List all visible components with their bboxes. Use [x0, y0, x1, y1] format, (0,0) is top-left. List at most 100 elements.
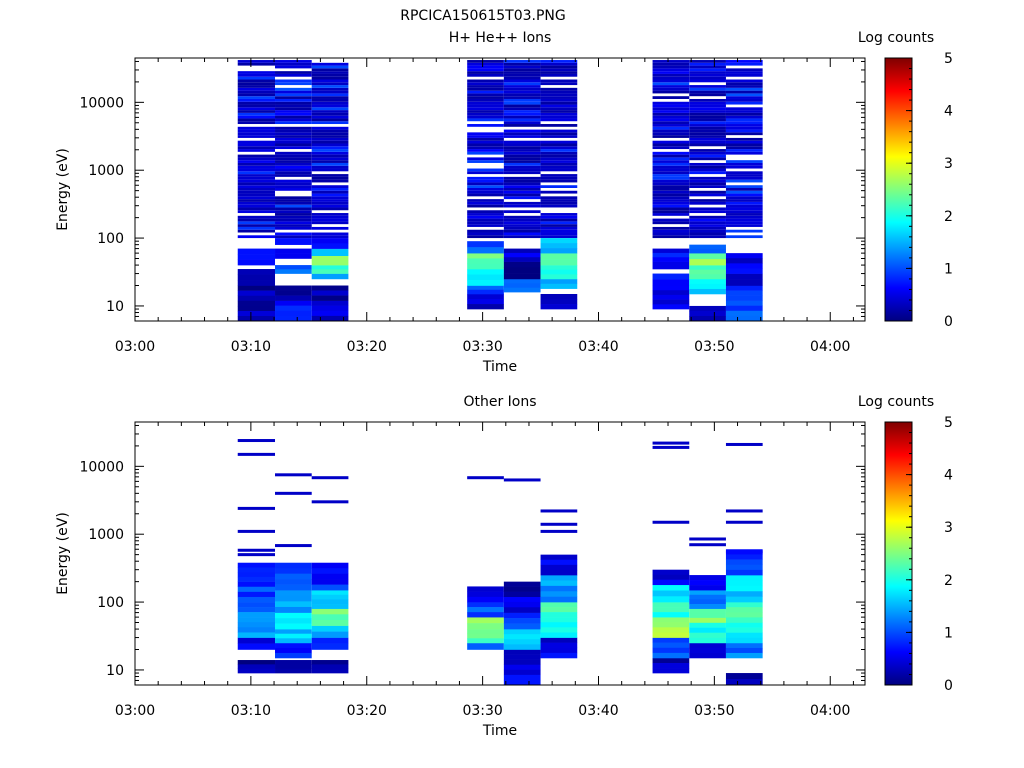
heat-cell: [540, 143, 578, 147]
heat-cell: [503, 257, 541, 262]
heat-cell: [275, 207, 312, 211]
heat-cell: [689, 642, 726, 649]
heat-line: [725, 442, 763, 446]
heat-cell: [689, 248, 726, 254]
heat-cell: [275, 132, 312, 136]
heat-cell: [275, 633, 312, 639]
heat-cell: [689, 124, 726, 127]
heat-cell: [311, 76, 349, 80]
heat-cell: [311, 625, 349, 632]
data-column: [275, 473, 312, 674]
heat-cell: [237, 591, 276, 598]
heat-cell: [275, 96, 312, 99]
heat-cell: [311, 90, 349, 94]
y-tick-label: 10000: [79, 459, 124, 475]
heat-cell: [503, 118, 541, 122]
heat-cell: [467, 146, 504, 150]
heat-cell: [540, 79, 578, 83]
heat-cell: [237, 285, 276, 291]
heat-cell: [275, 151, 312, 155]
heat-cell: [540, 243, 578, 249]
heat-cell: [725, 140, 763, 144]
heat-cell: [689, 171, 726, 175]
y-tick-label: 10: [106, 299, 124, 315]
heat-cell: [689, 215, 726, 219]
x-tick-label: 03:10: [231, 703, 271, 719]
x-axis-label: Time: [482, 359, 517, 375]
heat-cell: [311, 199, 349, 202]
heat-cell: [237, 643, 276, 650]
heat-cell: [467, 633, 504, 639]
heat-cell: [237, 305, 276, 312]
heat-cell: [275, 201, 312, 205]
heat-cell: [275, 265, 312, 270]
heat-cell: [652, 584, 690, 591]
heat-cell: [503, 679, 541, 686]
heat-cell: [503, 143, 541, 147]
heat-line: [540, 522, 578, 526]
heat-cell: [275, 107, 312, 111]
heat-cell: [467, 253, 504, 259]
heat-cell: [311, 98, 349, 102]
heat-cell: [725, 213, 763, 216]
heat-cell: [689, 232, 726, 236]
heat-cell: [689, 112, 726, 116]
heat-cell: [725, 221, 763, 225]
heat-cell: [725, 647, 763, 654]
heat-cell: [725, 93, 763, 97]
heat-cell: [540, 201, 578, 205]
heat-cell: [725, 305, 763, 312]
heat-cell: [652, 110, 690, 113]
heat-line: [275, 544, 312, 548]
heat-cell: [275, 162, 312, 166]
heat-cell: [652, 115, 690, 119]
heat-cell: [311, 310, 349, 317]
heat-cell: [725, 285, 763, 291]
heat-cell: [237, 581, 276, 588]
heat-cell: [311, 82, 349, 86]
heat-cell: [311, 193, 349, 197]
heat-cell: [311, 85, 349, 88]
heat-cell: [725, 300, 763, 306]
heat-cell: [503, 124, 541, 127]
heat-cell: [689, 179, 726, 183]
heat-cell: [467, 199, 504, 202]
heat-cell: [275, 618, 312, 624]
heat-cell: [540, 185, 578, 188]
heat-cell: [275, 290, 312, 296]
heat-cell: [237, 632, 276, 638]
data-column: [652, 441, 690, 674]
heat-cell: [540, 213, 578, 216]
heat-cell: [725, 290, 763, 296]
x-tick-label: 03:20: [347, 703, 387, 719]
heat-cell: [275, 121, 312, 125]
heat-cell: [311, 104, 349, 108]
heat-cell: [652, 112, 690, 116]
heat-cell: [237, 572, 276, 578]
heat-cell: [540, 118, 578, 122]
heat-cell: [503, 129, 541, 133]
heat-cell: [503, 71, 541, 74]
heat-cell: [467, 132, 504, 136]
heat-cell: [725, 79, 763, 83]
heat-cell: [275, 295, 312, 301]
heat-cell: [725, 585, 763, 592]
heat-cell: [503, 654, 541, 660]
heat-cell: [652, 65, 690, 69]
heat-cell: [311, 121, 349, 125]
heat-cell: [311, 135, 349, 138]
heat-cell: [652, 124, 690, 127]
heat-cell: [275, 606, 312, 613]
heat-cell: [503, 179, 541, 183]
heat-cell: [725, 279, 763, 286]
heat-cell: [237, 218, 276, 222]
heat-cell: [237, 179, 276, 183]
y-tick-label: 10000: [79, 95, 124, 111]
heat-cell: [689, 288, 726, 295]
heat-cell: [237, 269, 276, 275]
heat-cell: [237, 567, 276, 573]
heat-cell: [725, 137, 763, 141]
heat-cell: [689, 221, 726, 225]
heat-cell: [503, 252, 541, 258]
